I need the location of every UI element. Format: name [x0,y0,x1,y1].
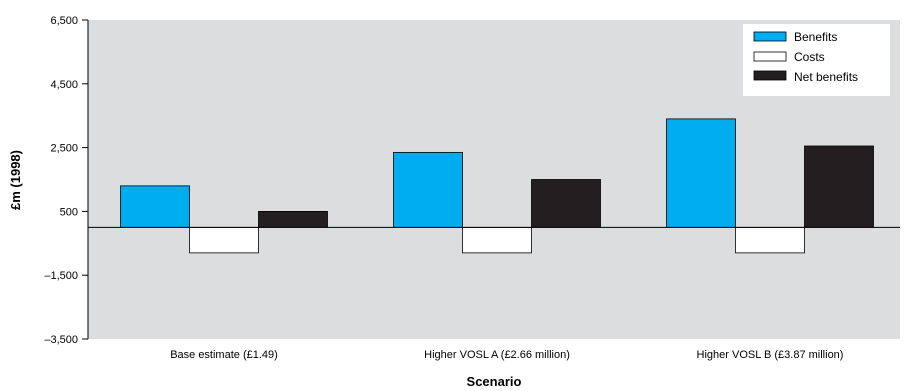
bar-net-benefits [531,179,601,228]
legend: Benefits Costs Net benefits [743,24,890,96]
x-labels-group: Base estimate (£1.49) Higher VOSL A (£2.6… [170,349,843,361]
y-ticks-group: 6,500 4,500 2,500 500 –1,500 –3,500 [44,15,88,346]
bar-benefits [393,151,463,228]
x-category-label: Base estimate (£1.49) [170,349,278,361]
bar-net-benefits [258,210,328,228]
bar-costs [735,226,805,254]
y-tick-label: 500 [60,206,78,218]
bar-benefits [120,185,190,228]
legend-label-benefits: Benefits [794,30,837,44]
x-category-label: Higher VOSL B (£3.87 million) [697,349,844,361]
legend-swatch-net-benefits [753,70,787,81]
y-tick-label: –1,500 [44,270,78,282]
y-axis-title: £m (1998) [8,150,23,210]
y-tick-label: 4,500 [50,79,78,91]
legend-swatch-benefits [753,31,787,42]
x-axis-title: Scenario [467,374,522,389]
y-tick-label: 2,500 [50,143,78,155]
legend-label-net-benefits: Net benefits [794,70,858,84]
bar-net-benefits [804,145,874,228]
bar-costs [189,226,259,254]
y-tick-label: 6,500 [50,15,78,27]
x-category-label: Higher VOSL A (£2.66 million) [424,349,570,361]
legend-label-costs: Costs [794,50,825,64]
legend-swatch-costs [753,51,787,62]
bars-group [120,118,874,254]
bar-costs [462,226,532,254]
bar-benefits [666,118,736,228]
y-tick-label: –3,500 [44,334,78,346]
